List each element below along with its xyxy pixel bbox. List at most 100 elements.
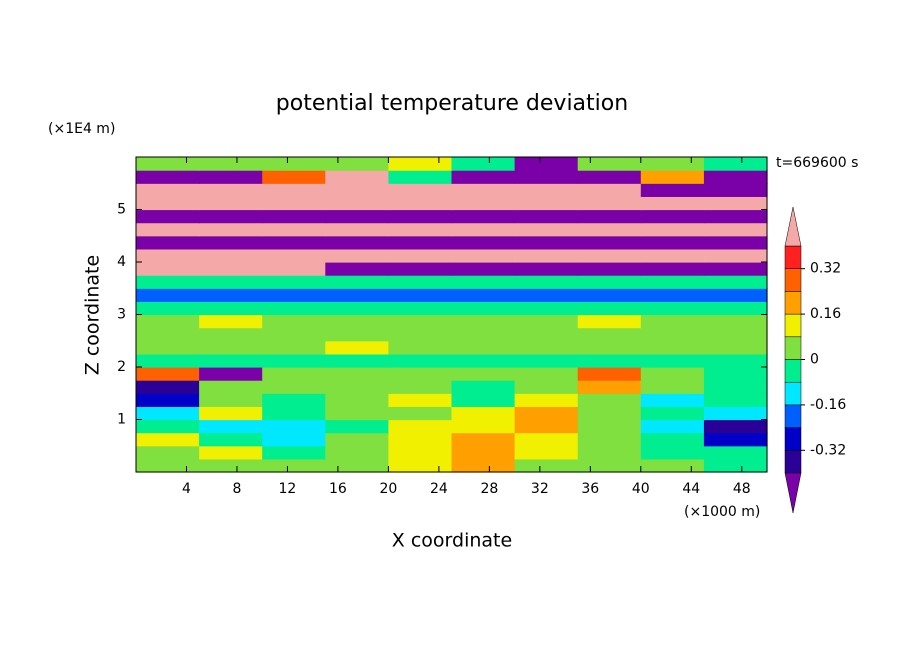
contour-cell bbox=[388, 275, 453, 289]
contour-cell bbox=[136, 353, 200, 368]
contour-cell bbox=[388, 406, 453, 421]
contour-cell bbox=[514, 380, 579, 394]
contour-cell bbox=[577, 209, 642, 224]
contour-cell bbox=[199, 183, 263, 197]
y-axis-label: Z coordinate bbox=[82, 255, 104, 375]
contour-cell bbox=[577, 340, 642, 355]
contour-cell bbox=[199, 209, 263, 224]
contour-cell bbox=[136, 209, 200, 224]
contour-cell bbox=[577, 314, 642, 329]
contour-cell bbox=[388, 340, 453, 355]
contour-cell bbox=[136, 445, 200, 460]
contour-cell bbox=[703, 380, 768, 394]
contour-cell bbox=[388, 367, 453, 381]
contour-cell bbox=[640, 222, 705, 237]
contour-cell bbox=[136, 367, 200, 381]
contour-cell bbox=[703, 393, 768, 407]
contour-cell bbox=[325, 367, 389, 381]
contour-cell bbox=[514, 458, 579, 473]
colorbar-segment bbox=[784, 313, 802, 338]
contour-cell bbox=[640, 183, 705, 197]
contour-cell bbox=[199, 275, 263, 289]
contour-cell bbox=[703, 235, 768, 250]
contour-cell bbox=[640, 288, 705, 302]
contour-cell bbox=[136, 248, 200, 263]
contour-cell bbox=[451, 288, 516, 302]
colorbar-segment bbox=[784, 245, 802, 269]
contour-cell bbox=[136, 235, 200, 250]
contour-cell bbox=[451, 183, 516, 197]
contour-cell bbox=[262, 222, 326, 237]
contour-cell bbox=[514, 419, 579, 434]
contour-cell bbox=[388, 170, 453, 184]
contour-cell bbox=[262, 301, 326, 316]
contour-cell bbox=[577, 157, 642, 171]
colorbar-segment bbox=[784, 291, 802, 315]
contour-cell bbox=[703, 458, 768, 473]
contour-cell bbox=[325, 288, 389, 302]
contour-cell bbox=[325, 170, 389, 184]
colorbar-segment bbox=[784, 268, 802, 292]
contour-cell bbox=[136, 340, 200, 355]
contour-cell bbox=[703, 209, 768, 224]
contour-cell bbox=[388, 222, 453, 237]
contour-cell bbox=[514, 445, 579, 460]
colorbar-extension bbox=[784, 472, 802, 514]
y-tick-label: 5 bbox=[117, 202, 126, 218]
colorbar-segment bbox=[784, 381, 802, 406]
contour-cell bbox=[577, 196, 642, 211]
contour-cell bbox=[451, 235, 516, 250]
contour-cell bbox=[514, 301, 579, 316]
contour-cell bbox=[199, 301, 263, 316]
contour-cell bbox=[325, 262, 389, 276]
contour-cell bbox=[388, 445, 453, 460]
contour-cell bbox=[451, 314, 516, 329]
colorbar-tick-label: 0.32 bbox=[810, 261, 841, 277]
contour-cell bbox=[640, 209, 705, 224]
contour-cell bbox=[262, 327, 326, 342]
contour-cell bbox=[640, 196, 705, 211]
contour-cell bbox=[577, 183, 642, 197]
colorbar-segment bbox=[784, 427, 802, 451]
contour-cell bbox=[640, 262, 705, 276]
contour-cell bbox=[703, 288, 768, 302]
contour-cell bbox=[577, 432, 642, 447]
contour-cell bbox=[262, 275, 326, 289]
contour-cell bbox=[199, 432, 263, 447]
x-tick-label: 8 bbox=[232, 481, 241, 497]
contour-cell bbox=[703, 340, 768, 355]
contour-cell bbox=[577, 367, 642, 381]
contour-cell bbox=[577, 380, 642, 394]
contour-cell bbox=[577, 235, 642, 250]
contour-cell bbox=[262, 235, 326, 250]
contour-cell bbox=[262, 262, 326, 276]
contour-cell bbox=[136, 380, 200, 394]
contour-cell bbox=[640, 248, 705, 263]
x-tick-label: 20 bbox=[379, 481, 397, 497]
contour-cell bbox=[136, 432, 200, 447]
contour-cell bbox=[514, 248, 579, 263]
contour-cell bbox=[640, 458, 705, 473]
y-tick-label: 4 bbox=[117, 254, 126, 270]
contour-cell bbox=[514, 327, 579, 342]
colorbar-segment bbox=[784, 336, 802, 360]
contour-cell bbox=[451, 248, 516, 263]
contour-cell bbox=[703, 367, 768, 381]
contour-cell bbox=[451, 432, 516, 447]
contour-cell bbox=[325, 301, 389, 316]
x-tick-label: 16 bbox=[329, 481, 347, 497]
contour-cell bbox=[514, 209, 579, 224]
contour-cell bbox=[136, 406, 200, 421]
contour-cell bbox=[703, 327, 768, 342]
contour-cell bbox=[703, 196, 768, 211]
x-tick-label: 36 bbox=[581, 481, 599, 497]
contour-cell bbox=[514, 170, 579, 184]
contour-cell bbox=[136, 419, 200, 434]
chart-title: potential temperature deviation bbox=[276, 91, 628, 116]
colorbar-tick-label: -0.32 bbox=[810, 442, 846, 458]
contour-cell bbox=[514, 432, 579, 447]
contour-cell bbox=[388, 327, 453, 342]
contour-cell bbox=[388, 419, 453, 434]
contour-cell bbox=[325, 458, 389, 473]
contour-cell bbox=[199, 157, 263, 171]
